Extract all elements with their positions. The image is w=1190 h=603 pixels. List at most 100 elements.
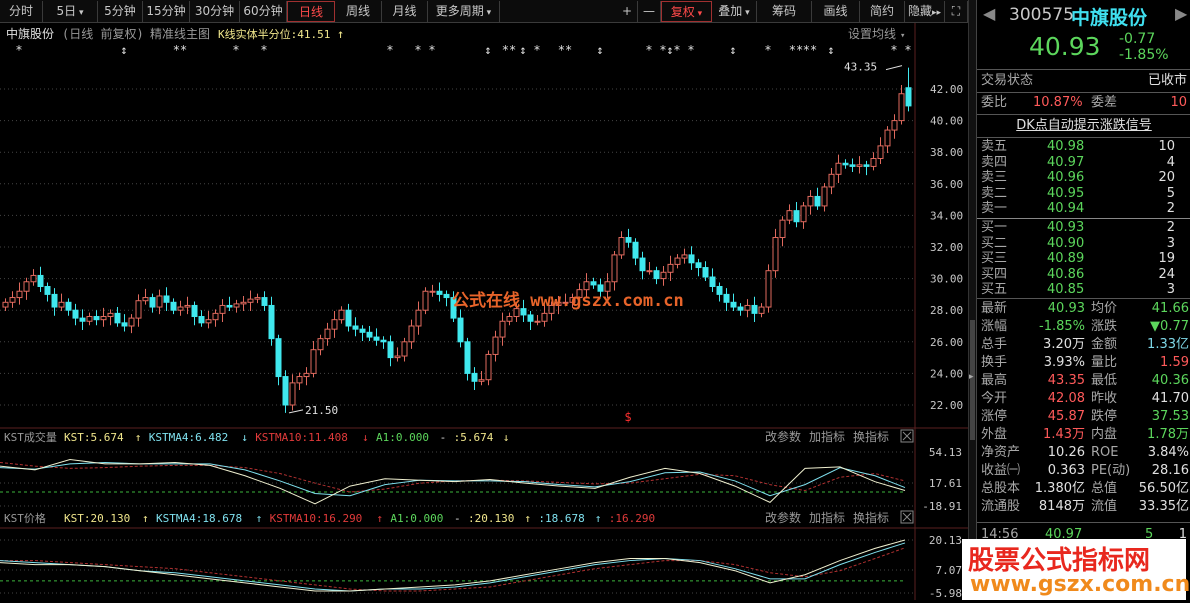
stat-value: 8148万	[1038, 499, 1085, 514]
indicator-button-2[interactable]: 换指标	[853, 510, 889, 525]
period-tab-8[interactable]: 月线	[382, 1, 428, 22]
indicator-tick: 17.61	[929, 477, 962, 490]
candle	[758, 303, 765, 318]
signal-updown-icon: ↕	[666, 43, 673, 57]
candle	[646, 262, 653, 275]
candle	[506, 312, 513, 326]
bid-volume: 19	[1158, 251, 1175, 266]
candle	[296, 372, 303, 390]
fullscreen-icon[interactable]: ⛶	[945, 1, 968, 22]
period-tab-3[interactable]: 15分钟	[143, 1, 190, 22]
kline-chart[interactable]: 中旗股份 (日线 前复权) 精准线主图 K线实体半分位:41.51 ↑ 设置均线 ▾ 42.0…	[0, 23, 968, 600]
period-label: 60分钟	[243, 4, 283, 18]
stat-value: 33.35亿	[1138, 499, 1189, 514]
candle	[751, 296, 758, 323]
period-tab-1[interactable]: 5日 ▾	[43, 1, 98, 22]
candle	[30, 269, 37, 286]
kst_volume-kst-arrow: ↑	[135, 431, 142, 444]
toolbar-button-2[interactable]: 复权 ▾	[661, 1, 712, 22]
kst_price-extra-arrow: ↑	[524, 512, 531, 525]
toolbar-button-0[interactable]: +	[617, 1, 638, 22]
price-tick: 26.00	[930, 336, 963, 349]
half-position-value: K线实体半分位:41.51	[218, 27, 330, 41]
candle	[492, 330, 499, 362]
stat-label: 量比	[1091, 355, 1118, 370]
toolbar-button-4[interactable]: 筹码	[757, 1, 812, 22]
candle	[618, 231, 625, 259]
stat-label: 外盘	[981, 427, 1008, 442]
period-tab-6[interactable]: 日线	[287, 1, 335, 22]
ask-row[interactable]: 卖五 40.98 10	[977, 139, 1190, 154]
toolbar-button-1[interactable]: —	[638, 1, 661, 22]
vertical-scrollbar[interactable]: ▸	[968, 0, 976, 600]
candle	[660, 265, 667, 286]
ask-row[interactable]: 卖三 40.96 20	[977, 170, 1190, 185]
candle	[163, 287, 170, 311]
signal-star-icon: *	[687, 43, 694, 57]
stat-label: 净资产	[981, 445, 1021, 460]
bid-row[interactable]: 买一 40.93 2	[977, 220, 1190, 235]
kst_volume-ma4-arrow: ↓	[241, 431, 248, 444]
price-tick: 36.00	[930, 178, 963, 191]
candle	[44, 282, 51, 302]
scrollbar-thumb[interactable]	[970, 320, 975, 440]
toolbar-button-6[interactable]: 简约	[860, 1, 905, 22]
bid-volume: 24	[1158, 266, 1175, 282]
indicator-tick: 20.13	[929, 534, 962, 547]
indicator-button-1[interactable]: 加指标	[809, 510, 845, 525]
bid-row[interactable]: 买三 40.89 19	[977, 251, 1190, 266]
close-indicator-icon[interactable]	[900, 510, 914, 524]
ask-row[interactable]: 卖二 40.95 5	[977, 186, 1190, 201]
kst_price-ma4-arrow: ↑	[256, 512, 263, 525]
bid-row[interactable]: 买二 40.90 3	[977, 236, 1190, 251]
period-tab-9[interactable]: 更多周期 ▾	[428, 1, 500, 22]
ask-volume: 20	[1158, 170, 1175, 185]
kst_price-kst-arrow: ↑	[142, 512, 149, 525]
stat-label: 昨收	[1091, 391, 1118, 406]
candle	[471, 367, 478, 390]
stat-label: 最低	[1091, 373, 1118, 388]
stat-value: 1.43万	[1043, 427, 1085, 442]
candle	[639, 251, 646, 280]
period-tab-4[interactable]: 30分钟	[190, 1, 240, 22]
stat-label: 金额	[1091, 337, 1118, 352]
toolbar-button-5[interactable]: 画线	[812, 1, 860, 22]
ask-row[interactable]: 卖一 40.94 2	[977, 201, 1190, 216]
ask-row[interactable]: 卖四 40.97 4	[977, 155, 1190, 170]
period-tab-5[interactable]: 60分钟	[240, 1, 287, 22]
candle	[16, 282, 23, 305]
stat-value: 10.26	[1047, 445, 1085, 460]
dk-signal-link[interactable]: DK点自动提示涨跌信号	[1016, 118, 1152, 133]
stat-row: 净资产 10.26 ROE 3.84%	[977, 444, 1190, 462]
close-indicator-icon[interactable]	[900, 429, 914, 443]
period-label: 月线	[392, 4, 417, 18]
indicator-button-0[interactable]: 改参数	[765, 429, 801, 444]
signal-star-icon: *	[764, 43, 771, 57]
period-tab-2[interactable]: 5分钟	[98, 1, 143, 22]
indicator-button-1[interactable]: 加指标	[809, 429, 845, 444]
toolbar-button-3[interactable]: 叠加 ▾	[712, 1, 757, 22]
period-tab-0[interactable]: 分时	[0, 1, 43, 22]
stat-label: 流通股	[981, 499, 1021, 514]
candle	[394, 347, 401, 362]
toolbar-button-7[interactable]: 隐藏▸▸	[905, 1, 945, 22]
period-tab-7[interactable]: 周线	[335, 1, 382, 22]
indicator-tick: -18.91	[922, 500, 962, 513]
period-label: 15分钟	[146, 4, 186, 18]
indicator-button-0[interactable]: 改参数	[765, 510, 801, 525]
candle	[240, 295, 247, 311]
next-stock-icon[interactable]: ▶	[1175, 4, 1188, 23]
bid-row[interactable]: 买五 40.85 3	[977, 282, 1190, 297]
price-tick: 40.00	[930, 115, 963, 128]
indicator-button-2[interactable]: 换指标	[853, 429, 889, 444]
ma-setting-button[interactable]: 设置均线	[848, 27, 896, 41]
bid-row[interactable]: 买四 40.86 24	[977, 267, 1190, 282]
period-label: 5日	[56, 4, 77, 18]
candle	[499, 312, 506, 346]
chart-area[interactable]: 中旗股份 (日线 前复权) 精准线主图 K线实体半分位:41.51 ↑ 设置均线 ▾ 42.0…	[0, 23, 968, 600]
stat-label: 跌停	[1091, 409, 1118, 424]
candle	[310, 341, 317, 378]
prev-stock-icon[interactable]: ◀	[983, 4, 996, 23]
candle	[261, 291, 268, 311]
collapse-arrow-icon[interactable]: ▸	[969, 372, 974, 382]
